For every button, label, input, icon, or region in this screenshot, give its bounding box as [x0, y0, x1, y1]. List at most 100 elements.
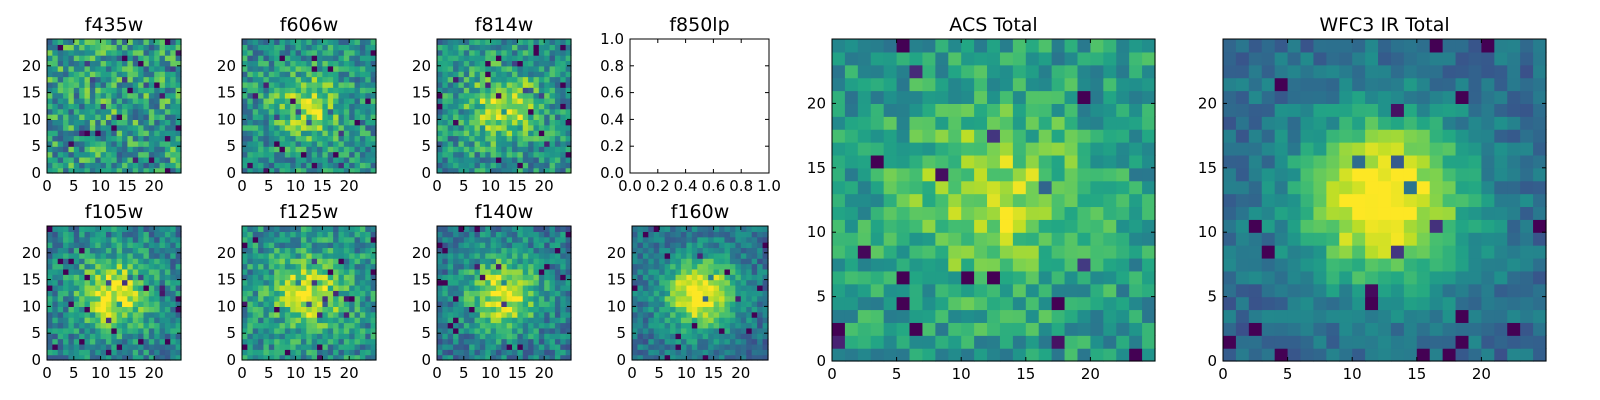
- heatmap-cell: [490, 295, 497, 302]
- heatmap-cell: [719, 258, 726, 265]
- heatmap-cell: [105, 349, 112, 356]
- heatmap-cell: [479, 49, 486, 56]
- heatmap-cell: [300, 311, 307, 318]
- heatmap-cell: [1129, 206, 1143, 220]
- heatmap-cell: [252, 279, 259, 286]
- heatmap-cell: [538, 263, 545, 270]
- heatmap-cell: [370, 167, 377, 174]
- heatmap-cell: [453, 338, 460, 345]
- heatmap-cell: [659, 322, 666, 329]
- heatmap-cell: [89, 71, 96, 78]
- heatmap-cell: [490, 156, 497, 163]
- heatmap-cell: [935, 348, 949, 362]
- heatmap-cell: [89, 92, 96, 99]
- heatmap-cell: [987, 245, 1001, 259]
- heatmap-cell: [175, 284, 182, 291]
- heatmap-cell: [47, 97, 53, 104]
- heatmap-cell: [57, 306, 64, 313]
- heatmap-cell: [242, 103, 248, 110]
- heatmap-cell: [247, 103, 254, 110]
- heatmap-cell: [338, 119, 345, 126]
- heatmap-cell: [740, 284, 747, 291]
- heatmap-cell: [922, 245, 936, 259]
- heatmap-cell: [279, 103, 286, 110]
- heatmap-cell: [63, 295, 70, 302]
- heatmap-cell: [132, 327, 139, 334]
- heatmap-cell: [522, 71, 529, 78]
- heatmap-cell: [247, 252, 254, 259]
- heatmap-cell: [343, 103, 350, 110]
- heatmap-cell: [544, 119, 551, 126]
- heatmap-cell: [247, 55, 254, 62]
- heatmap-cell: [268, 354, 275, 361]
- heatmap-cell: [490, 49, 497, 56]
- heatmap-cell: [565, 130, 572, 137]
- heatmap-cell: [63, 311, 70, 318]
- heatmap-cell: [1038, 348, 1053, 362]
- heatmap-cell: [680, 343, 687, 350]
- heatmap-cell: [463, 247, 470, 254]
- heatmap-cell: [528, 140, 535, 147]
- heatmap-cell: [138, 322, 145, 329]
- heatmap-cell: [311, 124, 318, 131]
- heatmap-cell: [762, 343, 769, 350]
- heatmap-cell: [708, 284, 715, 291]
- heatmap-cell: [648, 242, 655, 249]
- heatmap-cell: [370, 76, 377, 83]
- heatmap-cell: [79, 295, 86, 302]
- heatmap-cell: [63, 247, 70, 254]
- heatmap-cell: [175, 343, 182, 350]
- heatmap-cell: [247, 167, 254, 174]
- heatmap-cell: [127, 231, 134, 238]
- heatmap-cell: [274, 279, 281, 286]
- heatmap-cell: [948, 180, 962, 195]
- heatmap-cell: [105, 151, 112, 158]
- heatmap-cell: [268, 242, 275, 249]
- heatmap-cell: [642, 226, 649, 232]
- heatmap-cell: [84, 354, 91, 361]
- heatmap-cell: [632, 274, 639, 281]
- heatmap-cell: [757, 343, 764, 350]
- heatmap-cell: [148, 263, 155, 270]
- heatmap-cell: [154, 114, 161, 120]
- heatmap-cell: [1051, 296, 1066, 311]
- heatmap-cell: [47, 311, 53, 318]
- heatmap-cell: [740, 354, 747, 361]
- heatmap-cell: [79, 60, 86, 67]
- heatmap-cell: [370, 333, 377, 340]
- heatmap-cell: [247, 135, 254, 142]
- heatmap-cell: [359, 108, 366, 115]
- heatmap-cell: [922, 206, 936, 220]
- heatmap-cell: [175, 306, 182, 313]
- heatmap-cell: [127, 295, 134, 302]
- heatmap-cell: [311, 258, 318, 265]
- heatmap-cell: [987, 283, 1001, 298]
- heatmap-cell: [735, 247, 742, 254]
- heatmap-cell: [370, 55, 377, 62]
- heatmap-cell: [522, 146, 529, 153]
- heatmap-cell: [148, 284, 155, 291]
- heatmap-cell: [533, 252, 540, 259]
- heatmap-cell: [522, 349, 529, 356]
- heatmap-cell: [469, 268, 476, 275]
- heatmap-cell: [143, 338, 150, 345]
- heatmap-cell: [365, 349, 372, 356]
- heatmap-cell: [961, 180, 975, 195]
- heatmap-cell: [909, 309, 924, 323]
- heatmap-cell: [1129, 257, 1143, 272]
- heatmap-cell: [490, 146, 497, 153]
- heatmap-cell: [447, 327, 454, 334]
- heatmap-cell: [697, 284, 704, 291]
- heatmap-cell: [84, 124, 91, 131]
- heatmap-cell: [437, 119, 443, 126]
- heatmap-cell: [751, 252, 758, 259]
- heatmap-cell: [111, 92, 118, 99]
- heatmap-cell: [132, 268, 139, 275]
- heatmap-cell: [490, 301, 497, 307]
- heatmap-cell: [544, 124, 551, 131]
- heatmap-cell: [713, 226, 720, 232]
- heatmap-cell: [746, 317, 753, 324]
- heatmap-cell: [479, 349, 486, 356]
- heatmap-cell: [247, 39, 254, 45]
- heatmap-cell: [317, 124, 323, 131]
